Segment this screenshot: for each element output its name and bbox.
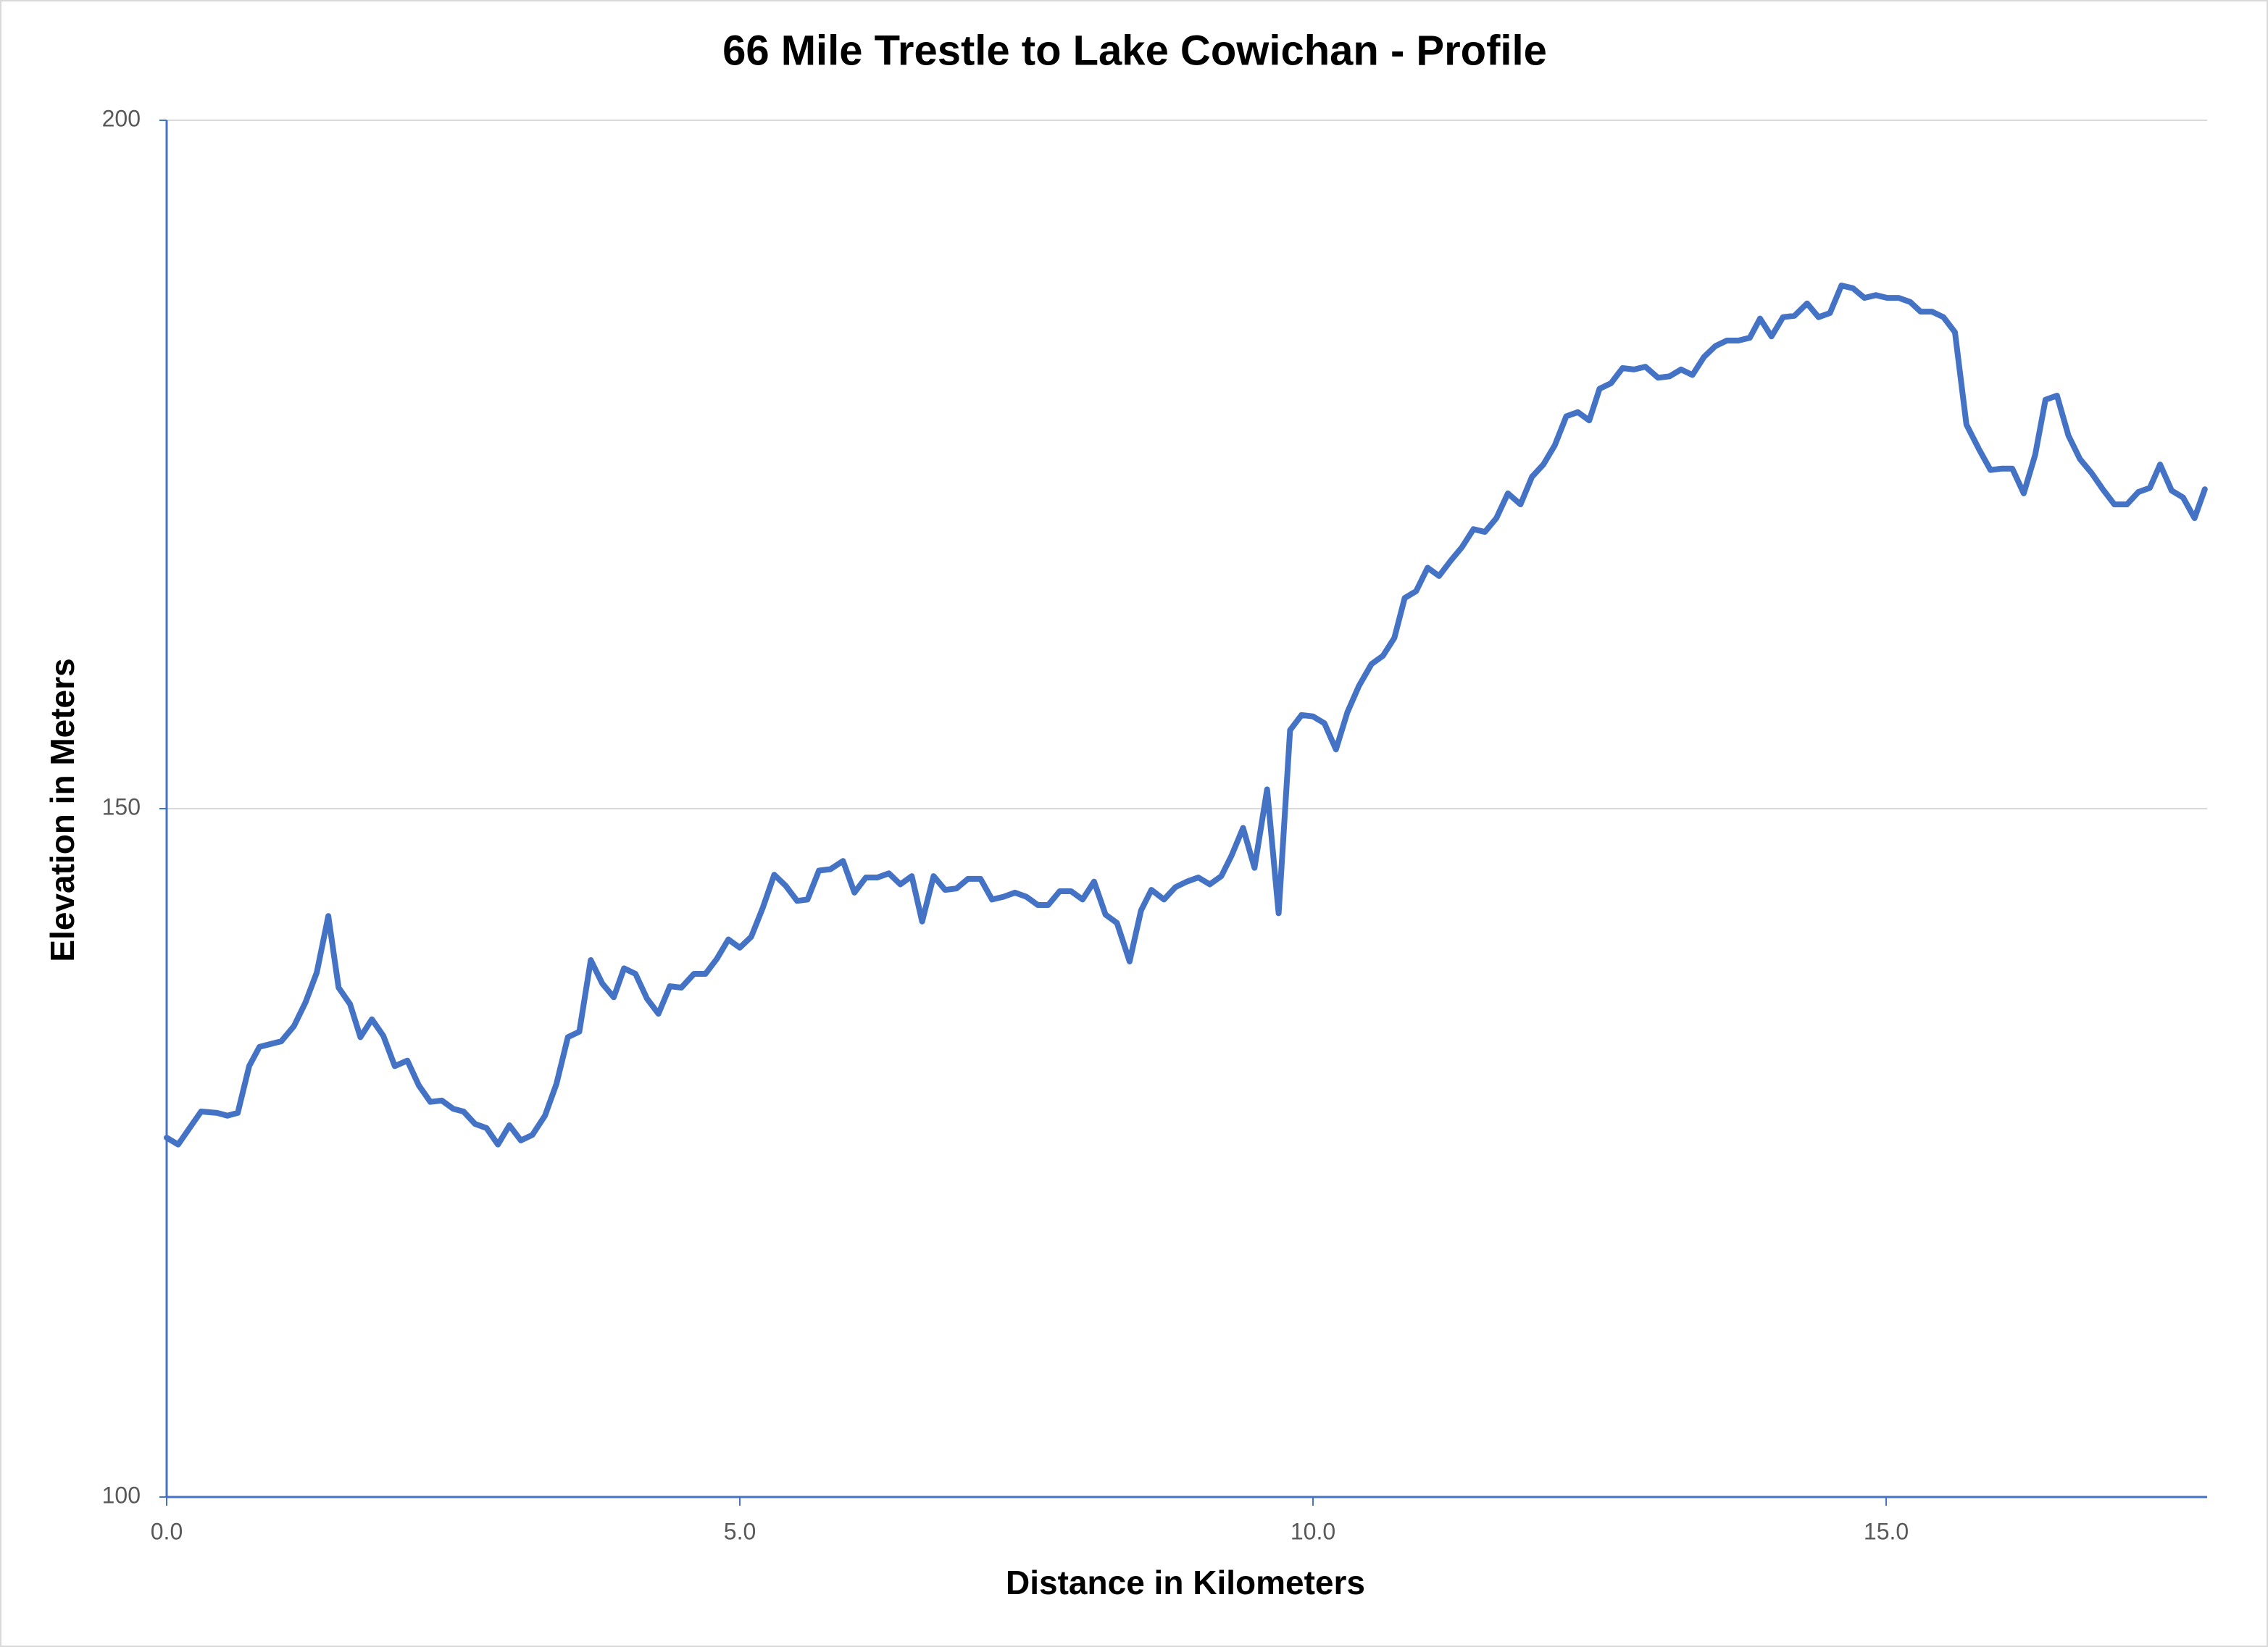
y-tick-label: 150 [102,793,141,820]
x-tick-label: 5.0 [724,1518,756,1544]
chart-title: 66 Mile Trestle to Lake Cowichan - Profi… [722,27,1547,74]
y-tick-label: 200 [102,105,141,131]
y-tick-label: 100 [102,1482,141,1508]
elevation-line [164,283,2208,1148]
x-tick-label: 15.0 [1864,1518,1909,1544]
x-tick-label: 10.0 [1291,1518,1335,1544]
x-axis-label: Distance in Kilometers [1006,1564,1365,1601]
y-axis-label: Elevation in Meters [43,658,81,962]
x-tick-label: 0.0 [151,1518,183,1544]
